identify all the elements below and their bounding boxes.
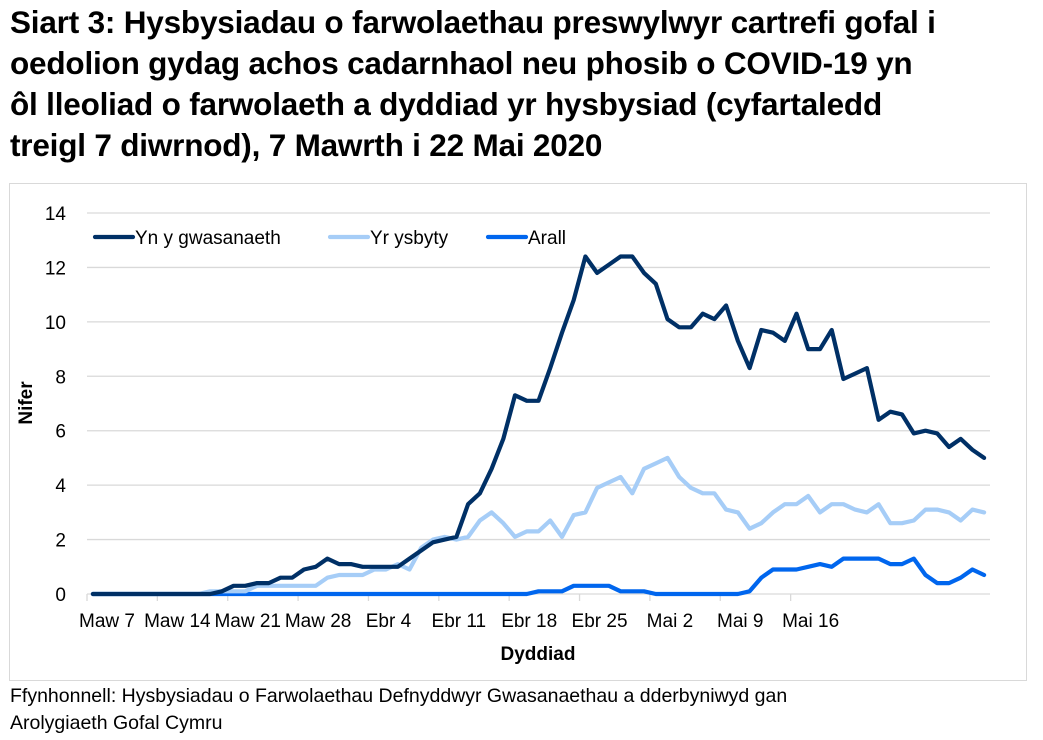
source-line: Arolygiaeth Gofal Cymru (10, 712, 223, 734)
source-note: Ffynhonnell: Hysbysiadau o Farwolaethau … (10, 683, 1030, 737)
y-axis-ticks: 0 2 4 6 8 10 12 14 (45, 204, 67, 606)
x-tick-label: Maw 28 (285, 611, 352, 632)
legend-label: Yn y gwasanaeth (135, 228, 281, 249)
x-tick-label: Ebr 4 (366, 611, 412, 632)
x-tick-label: Mai 16 (782, 611, 839, 632)
legend: Yn y gwasanaeth Yr ysbyty Arall (92, 228, 566, 249)
x-tick-label: Maw 14 (144, 611, 211, 632)
x-tick-label: Ebr 11 (432, 611, 487, 632)
legend-label: Arall (528, 228, 566, 249)
y-tick-label: 14 (45, 204, 67, 225)
x-tick-label: Maw 21 (214, 611, 281, 632)
x-axis: Maw 7 Maw 14 Maw 21 Maw 28 Ebr 4 Ebr 11 Ebr 18… (79, 594, 839, 632)
series-lines (90, 254, 987, 597)
x-tick-label: Ebr 25 (572, 611, 628, 632)
y-tick-label: 10 (45, 313, 66, 334)
y-tick-label: 12 (45, 258, 66, 279)
y-tick-label: 4 (55, 476, 66, 497)
title-line: oedolion gydag achos cadarnhaol neu phos… (10, 45, 913, 81)
chart-title: Siart 3: Hysbysiadau o farwolaethau pres… (10, 2, 1040, 166)
y-tick-label: 6 (55, 422, 66, 443)
chart-area (9, 183, 1027, 681)
source-line: Ffynhonnell: Hysbysiadau o Farwolaethau … (10, 685, 788, 707)
x-tick-label: Maw 7 (79, 611, 135, 632)
x-tick-label: Ebr 18 (501, 611, 557, 632)
gridlines (87, 212, 990, 595)
title-line: treigl 7 diwrnod), 7 Mawrth i 22 Mai 202… (10, 127, 603, 163)
x-axis-label: Dyddiad (501, 644, 576, 665)
series-line (90, 556, 987, 597)
y-tick-label: 8 (55, 367, 66, 388)
legend-label: Yr ysbyty (370, 228, 449, 249)
x-tick-label: Mai 9 (717, 611, 763, 632)
title-line: Siart 3: Hysbysiadau o farwolaethau pres… (10, 4, 936, 40)
series-line (90, 455, 987, 597)
title-line: ôl lleoliad o farwolaeth a dyddiad yr hy… (10, 86, 882, 122)
y-tick-label: 2 (55, 531, 66, 552)
series-line (90, 254, 987, 597)
y-tick-label: 0 (55, 585, 66, 606)
y-axis-label: Nifer (16, 381, 37, 425)
x-tick-label: Mai 2 (647, 611, 693, 632)
